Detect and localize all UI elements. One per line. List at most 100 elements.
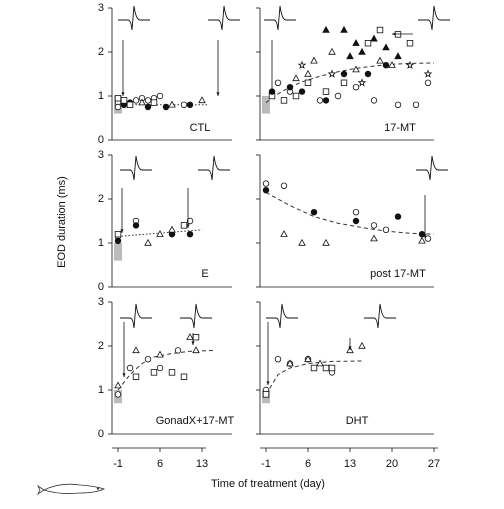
data-point	[340, 25, 348, 33]
data-point	[286, 359, 294, 367]
data-point	[150, 99, 158, 106]
data-point	[274, 356, 282, 363]
data-point	[132, 97, 140, 104]
panel-label: GonadX+17-MT	[156, 415, 235, 427]
x-tick-label: -1	[113, 458, 123, 470]
data-point	[394, 31, 402, 38]
data-point	[280, 182, 288, 189]
arrow-head	[348, 346, 352, 350]
data-point	[328, 364, 336, 372]
data-point	[292, 92, 300, 100]
data-point	[186, 230, 194, 238]
waveform-inset	[416, 155, 448, 181]
x-tick-label: -1	[261, 458, 271, 470]
data-point	[334, 92, 342, 100]
arrow-head	[423, 234, 427, 238]
arrow-head	[270, 90, 274, 94]
data-point	[394, 52, 402, 60]
waveform-inset	[418, 5, 450, 31]
fit-line	[265, 191, 435, 235]
data-point	[132, 346, 140, 354]
x-tick-label: 13	[344, 458, 356, 470]
data-point	[274, 79, 282, 86]
data-point	[352, 65, 360, 73]
y-tick-label: 2	[98, 46, 104, 58]
data-point	[327, 69, 337, 78]
y-tick-label: 1	[98, 384, 104, 396]
data-point	[168, 369, 176, 376]
data-point	[370, 234, 378, 242]
data-point	[352, 208, 360, 216]
data-point	[180, 373, 188, 380]
data-point	[310, 208, 318, 216]
data-point	[423, 69, 433, 78]
data-point	[304, 69, 312, 77]
data-point	[346, 52, 354, 60]
data-point	[370, 97, 378, 104]
data-point	[388, 61, 396, 68]
x-tick-label: 13	[196, 458, 208, 470]
fit-line	[265, 62, 435, 104]
y-tick-label: 1	[98, 237, 104, 249]
data-point	[156, 92, 164, 100]
data-point	[322, 88, 330, 95]
data-point	[352, 39, 360, 46]
data-point	[382, 226, 390, 233]
data-point	[352, 217, 360, 225]
data-point	[186, 101, 194, 108]
data-point	[328, 47, 336, 55]
data-point	[316, 97, 324, 104]
x-tick-label: 20	[386, 458, 398, 470]
data-point	[298, 88, 306, 95]
data-point	[150, 369, 158, 376]
arrow-head	[120, 229, 124, 233]
data-point	[198, 96, 206, 104]
waveform-inset	[266, 303, 298, 329]
data-point	[280, 97, 288, 104]
panel-label: E	[201, 268, 208, 280]
arrow-head	[122, 373, 126, 377]
data-point	[364, 70, 372, 78]
x-tick-label: 6	[305, 458, 311, 470]
x-tick-label: 6	[157, 458, 163, 470]
y-tick-label: 0	[98, 281, 104, 293]
data-point	[114, 237, 122, 244]
data-point	[162, 103, 170, 111]
waveform-inset	[120, 155, 152, 181]
arrow-head	[216, 92, 220, 96]
data-point	[114, 381, 122, 389]
data-point	[370, 34, 378, 42]
data-point	[174, 347, 182, 354]
y-tick-label: 3	[98, 296, 104, 308]
data-point	[340, 70, 348, 78]
waveform-inset	[118, 5, 150, 31]
data-point	[382, 43, 390, 51]
fit-line	[117, 349, 215, 391]
arrow-head	[266, 381, 270, 385]
baseline-range	[262, 96, 270, 114]
x-tick-label: 27	[428, 458, 440, 470]
fit-line	[265, 360, 363, 395]
data-point	[322, 97, 330, 104]
data-point	[298, 238, 306, 246]
data-point	[376, 56, 384, 64]
data-point	[382, 61, 390, 69]
data-point	[394, 101, 402, 108]
waveform-inset	[208, 5, 240, 31]
data-point	[280, 230, 288, 237]
data-point	[186, 333, 194, 340]
data-point	[424, 79, 432, 86]
data-point	[262, 180, 270, 187]
data-point	[186, 217, 194, 225]
data-point	[412, 101, 420, 108]
data-point	[156, 230, 164, 237]
data-point	[120, 97, 128, 104]
y-tick-label: 3	[98, 149, 104, 161]
data-point	[180, 222, 188, 229]
panel-label: 17-MT	[384, 122, 416, 134]
data-point	[357, 78, 367, 87]
data-point	[156, 364, 164, 372]
arrow-head	[186, 224, 190, 228]
data-point	[144, 238, 152, 246]
